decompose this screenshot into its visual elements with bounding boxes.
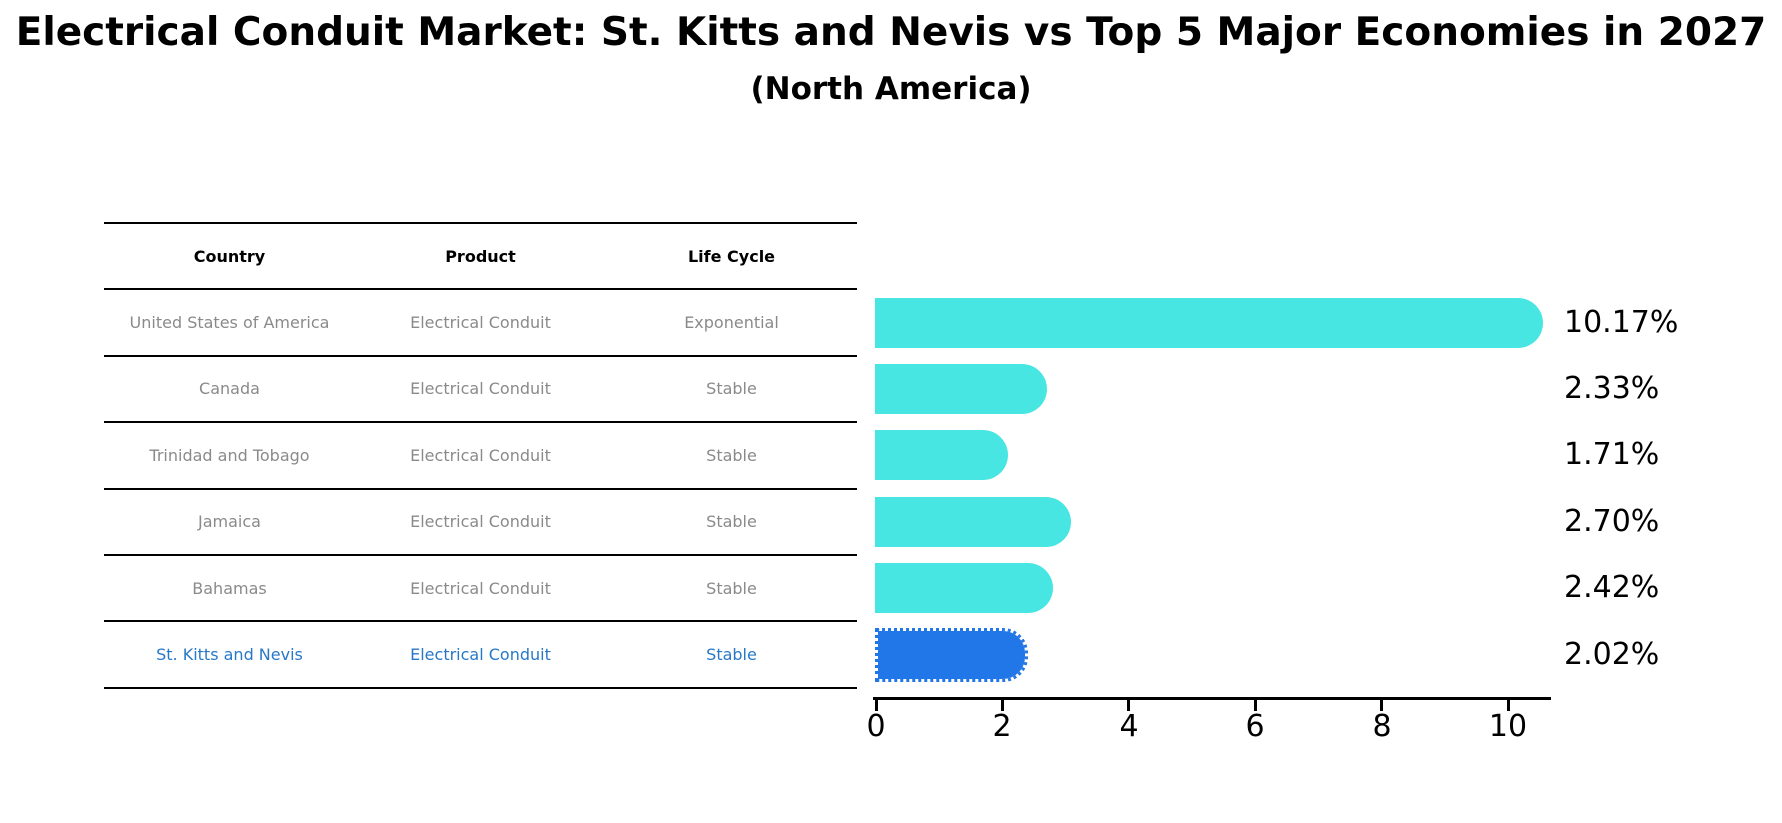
- cell-life-cycle: Exponential: [684, 313, 779, 333]
- table-row-jamaica: Jamaica Electrical Conduit Stable: [104, 490, 857, 556]
- cell-life-cycle: Stable: [706, 379, 757, 399]
- value-label-jamaica: 2.70%: [1564, 504, 1660, 539]
- x-tick-label-0: 0: [866, 709, 886, 744]
- table-row-canada: Canada Electrical Conduit Stable: [104, 357, 857, 424]
- page-subtitle: (North America): [750, 71, 1032, 107]
- table-header-row: Country Product Life Cycle: [104, 224, 857, 291]
- x-axis-line: [873, 697, 1551, 700]
- x-tick-6: [1254, 699, 1257, 711]
- cell-country: United States of America: [129, 313, 330, 333]
- x-tick-0: [875, 699, 878, 711]
- x-tick-label-8: 8: [1372, 709, 1392, 744]
- cell-country: St. Kitts and Nevis: [156, 645, 303, 665]
- cell-country: Canada: [199, 379, 260, 399]
- bar-jamaica: [875, 497, 1071, 547]
- table-rows: United States of America Electrical Condu…: [104, 290, 857, 689]
- cell-country: Jamaica: [198, 512, 261, 532]
- x-tick-label-10: 10: [1488, 709, 1528, 744]
- x-tick-label-2: 2: [992, 709, 1012, 744]
- x-tick-8: [1380, 699, 1383, 711]
- x-tick-2: [1001, 699, 1004, 711]
- cell-product: Electrical Conduit: [410, 379, 551, 399]
- table-row-st-kitts-and-nevis: St. Kitts and Nevis Electrical Conduit Sta…: [104, 622, 857, 689]
- page-title: Electrical Conduit Market: St. Kitts and…: [15, 10, 1767, 55]
- cell-product: Electrical Conduit: [410, 645, 551, 665]
- bar-canada: [875, 364, 1047, 414]
- cell-product: Electrical Conduit: [410, 445, 551, 465]
- x-tick-label-4: 4: [1119, 709, 1139, 744]
- value-label-canada: 2.33%: [1564, 371, 1660, 406]
- country-table: Country Product Life Cycle United States…: [104, 222, 857, 689]
- value-label-united-states-of-america: 10.17%: [1564, 305, 1679, 340]
- cell-life-cycle: Stable: [706, 578, 757, 598]
- value-label-trinidad-and-tobago: 1.71%: [1564, 437, 1660, 472]
- cell-product: Electrical Conduit: [410, 313, 551, 333]
- x-tick-10: [1507, 699, 1510, 711]
- bar-st-kitts-and-nevis: [875, 628, 1028, 682]
- x-tick-label-6: 6: [1245, 709, 1265, 744]
- table-header-product: Product: [445, 246, 516, 266]
- table-header-country: Country: [193, 246, 266, 266]
- bar-trinidad-and-tobago: [875, 430, 1008, 480]
- value-label-st-kitts-and-nevis: 2.02%: [1564, 637, 1660, 672]
- cell-life-cycle: Stable: [706, 512, 757, 532]
- table-header-life-cycle: Life Cycle: [687, 246, 776, 266]
- value-label-bahamas: 2.42%: [1564, 570, 1660, 605]
- cell-product: Electrical Conduit: [410, 512, 551, 532]
- cell-life-cycle: Stable: [706, 645, 757, 665]
- cell-country: Trinidad and Tobago: [149, 445, 310, 465]
- table-row-trinidad-and-tobago: Trinidad and Tobago Electrical Conduit Sta…: [104, 423, 857, 490]
- x-tick-4: [1127, 699, 1130, 711]
- cell-product: Electrical Conduit: [410, 578, 551, 598]
- bar-united-states-of-america: [875, 298, 1543, 348]
- cell-country: Bahamas: [192, 578, 267, 598]
- bar-bahamas: [875, 563, 1053, 613]
- cell-life-cycle: Stable: [706, 445, 757, 465]
- table-row-bahamas: Bahamas Electrical Conduit Stable: [104, 556, 857, 623]
- table-row-united-states-of-america: United States of America Electrical Condu…: [104, 290, 857, 357]
